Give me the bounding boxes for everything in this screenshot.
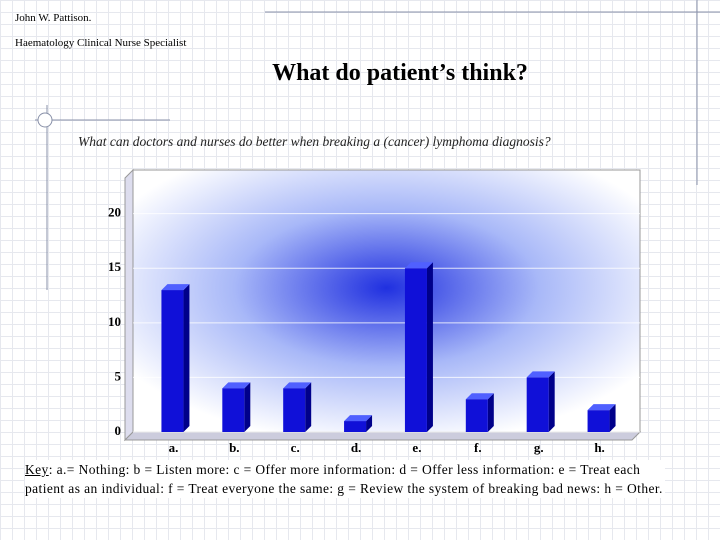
y-tick-label: 5 [115,368,122,383]
role: Haematology Clinical Nurse Specialist [15,37,187,49]
bar-top [587,404,616,411]
x-tick-label: e. [412,440,421,455]
bar [526,377,549,432]
bar-side [548,371,555,432]
bar [344,421,367,432]
bar [587,410,610,432]
bar [465,399,488,432]
y-tick-label: 10 [108,314,121,329]
x-tick-label: d. [351,440,361,455]
y-tick-label: 0 [115,423,122,438]
back-wall [132,169,641,433]
bar-side [244,382,251,432]
x-tick-label: f. [474,440,482,455]
deco-circle [37,112,53,128]
bar-top [344,415,373,422]
bar [404,268,427,432]
key-text: : a.= Nothing: b = Listen more: c = Offe… [25,462,663,496]
bar-side [609,404,616,432]
floor [123,431,642,441]
side-wall [124,168,134,442]
y-tick-label: 20 [108,205,121,220]
bar-top [526,371,555,378]
author: John W. Pattison. [15,12,92,24]
bar-top [283,382,312,389]
bar-top [161,284,190,291]
bar-top [465,393,494,400]
x-tick-label: g. [534,440,544,455]
y-tick-label: 15 [108,259,122,274]
key: Key: a.= Nothing: b = Listen more: c = O… [25,460,665,498]
x-tick-label: a. [169,440,179,455]
bar [222,388,245,432]
chart-title: What do patient’s think? [272,60,528,86]
bar-side [366,415,373,432]
bar-top [404,262,433,269]
bar [161,290,184,432]
x-tick-label: h. [594,440,604,455]
bar-side [183,284,190,432]
x-tick-label: b. [229,440,239,455]
bar [283,388,306,432]
bar-side [305,382,312,432]
bar-side [487,393,494,432]
bar-side [426,262,433,432]
key-label: Key [25,462,49,477]
x-tick-label: c. [291,440,300,455]
chart-subtitle: What can doctors and nurses do better wh… [78,134,551,149]
bar-top [222,382,251,389]
